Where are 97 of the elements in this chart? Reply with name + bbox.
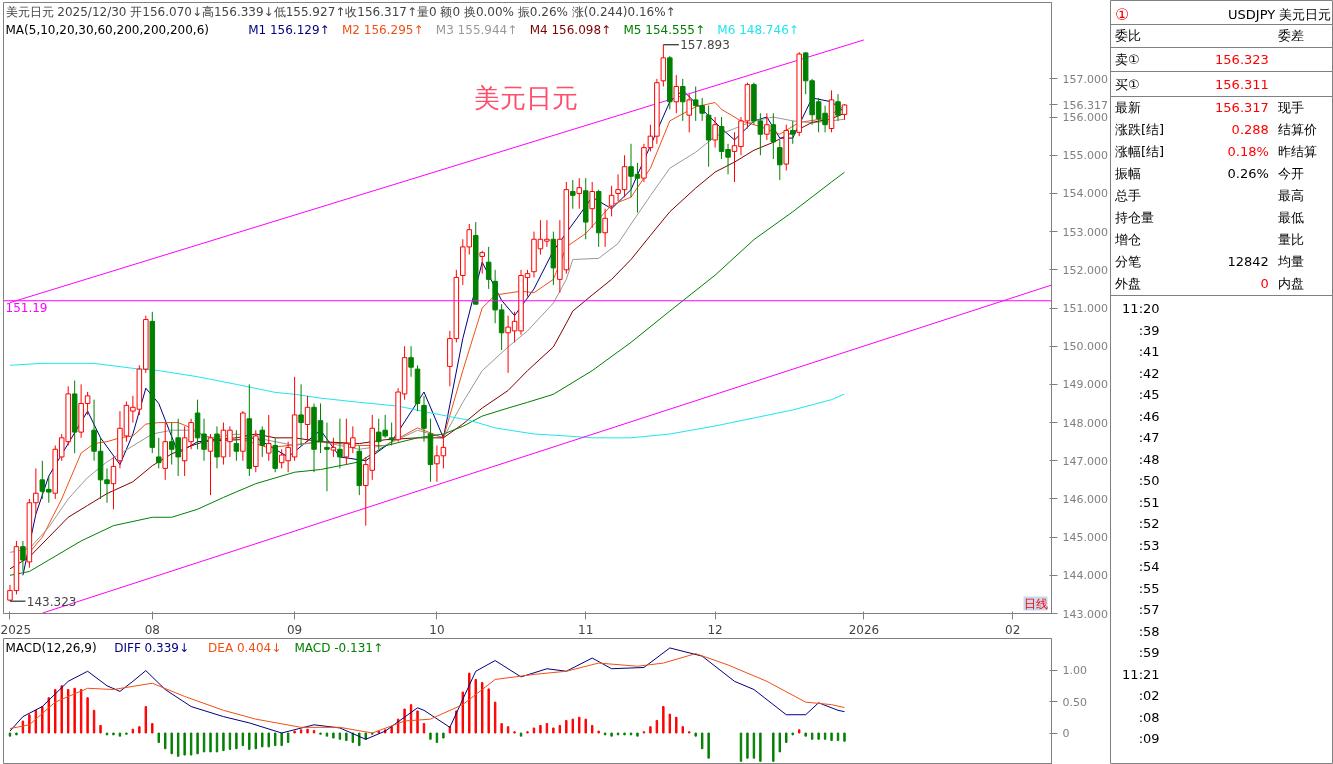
text: :48 (1138, 451, 1160, 467)
text: 现手 (1277, 100, 1304, 115)
chart-title: MACD(12,26,9) (5, 640, 97, 655)
text: :09 (1138, 731, 1160, 746)
y-tick-label: 143.000 (1062, 607, 1108, 621)
text: M2 156.295↑ (341, 22, 424, 37)
legend-title: MA(5,10,20,30,60,200,200,200,6) (5, 22, 210, 37)
text: :41 (1138, 344, 1160, 359)
text: :39 (1138, 322, 1160, 338)
text: 外盘 (1114, 276, 1141, 291)
text: 卖① (1114, 52, 1140, 67)
text: :55 (1138, 580, 1160, 596)
y-tick-label: 152.000 (1062, 263, 1108, 277)
text: :57 (1138, 602, 1160, 617)
y-tick-label: 146.000 (1062, 492, 1108, 506)
x-tick-label: 12 (707, 622, 723, 637)
text: M4 156.098↑ (529, 22, 612, 37)
y-tick-label: 0 (1062, 727, 1070, 740)
annotation: 143.323 (26, 594, 77, 609)
text: 昨结算 (1277, 144, 1317, 159)
text: 156.311 (1215, 77, 1269, 92)
text: 增仓 (1113, 232, 1141, 247)
text: :52 (1138, 516, 1160, 531)
x-tick-label: 08 (144, 622, 160, 637)
text: 0 (1260, 276, 1269, 291)
text: 总手 (1113, 188, 1141, 203)
y-tick-label: 147.000 (1062, 454, 1108, 468)
y-tick-label: 157.000 (1062, 72, 1108, 86)
text: :58 (1138, 623, 1160, 639)
text: :46 (1138, 408, 1160, 424)
text: 持仓量 (1114, 210, 1154, 225)
y-tick-label: 150.000 (1062, 340, 1108, 354)
text: M6 148.746↑ (717, 22, 799, 37)
text: 最新 (1114, 100, 1141, 115)
annotation: 日线 (1023, 596, 1048, 611)
text: 0.288 (1231, 122, 1269, 137)
y-tick-label: 156.000 (1062, 111, 1108, 125)
text: 11:21 (1122, 666, 1160, 682)
text: DEA 0.404↓ (208, 640, 282, 655)
y-tick-label: 149.000 (1062, 378, 1108, 392)
text: 涨幅[结] (1114, 144, 1165, 159)
ref-line-label: 151.19 (5, 300, 48, 315)
text: 均量 (1276, 254, 1304, 269)
y-tick-label: 156.317 (1062, 98, 1108, 112)
text: 结算价 (1277, 122, 1317, 137)
y-tick-label: 0.50 (1062, 695, 1087, 709)
text: 量比 (1277, 232, 1304, 247)
y-tick-label: 145.000 (1062, 531, 1108, 545)
text: :59 (1138, 645, 1160, 660)
text: 委差 (1277, 28, 1304, 43)
text: 买① (1114, 77, 1140, 92)
text: :02 (1138, 688, 1160, 703)
chart-title: 美元日元 2025/12/30 开156.070↓高156.339↓低155.927↑收156.317↑量0 额0 换0.00% 振0.26% 涨(0.244)0.16%↑ (5, 4, 676, 19)
text: 今开 (1277, 166, 1304, 181)
text: 涨跌[结] (1114, 122, 1165, 137)
y-tick-label: 154.000 (1062, 187, 1108, 201)
text: M5 154.555↑ (623, 22, 705, 37)
text: 最高 (1277, 188, 1304, 203)
text: 0.18% (1227, 144, 1269, 159)
text: 156.323 (1215, 52, 1269, 67)
text: 12842 (1227, 254, 1269, 269)
series-label: DIFF 0.339↓ (114, 640, 190, 655)
annotation: 157.893 (680, 38, 730, 53)
text: :50 (1138, 473, 1160, 488)
y-tick-label: 144.000 (1062, 569, 1108, 583)
text: 156.317 (1215, 100, 1269, 115)
x-tick-label: 11 (578, 622, 594, 637)
text: M3 155.944↑ (435, 22, 518, 37)
text: :47 (1138, 430, 1160, 445)
text: 11:20 (1122, 301, 1160, 316)
y-tick-label: 1.00 (1062, 664, 1087, 677)
text: 分笔 (1114, 254, 1141, 269)
y-tick-label: 155.000 (1062, 149, 1108, 163)
text: :53 (1138, 537, 1160, 553)
text: ① (1114, 5, 1130, 24)
text: 内盘 (1277, 276, 1304, 291)
text: 0.26% (1227, 166, 1269, 181)
y-tick-label: 153.000 (1062, 225, 1108, 239)
text: :54 (1138, 559, 1160, 574)
y-tick-label: 148.000 (1062, 416, 1108, 430)
text: :42 (1138, 365, 1160, 381)
text: 振幅 (1114, 166, 1141, 181)
x-tick-label: 2025 (0, 622, 32, 637)
text: :08 (1138, 709, 1160, 725)
x-tick-label: 09 (286, 622, 303, 637)
annotation: 美元日元 (473, 82, 578, 113)
text: MACD -0.131↑ (294, 640, 383, 655)
text: 委比 (1114, 28, 1141, 43)
x-tick-label: 02 (1005, 622, 1021, 637)
text: 最低 (1277, 210, 1304, 225)
text: :51 (1138, 494, 1160, 510)
x-tick-label: 2026 (848, 622, 880, 637)
text: :45 (1138, 387, 1160, 402)
x-tick-label: 10 (429, 622, 445, 637)
text: M1 156.129↑ (248, 22, 330, 37)
text: USDJPY 美元日元 (1228, 7, 1332, 22)
y-tick-label: 151.000 (1062, 302, 1108, 315)
